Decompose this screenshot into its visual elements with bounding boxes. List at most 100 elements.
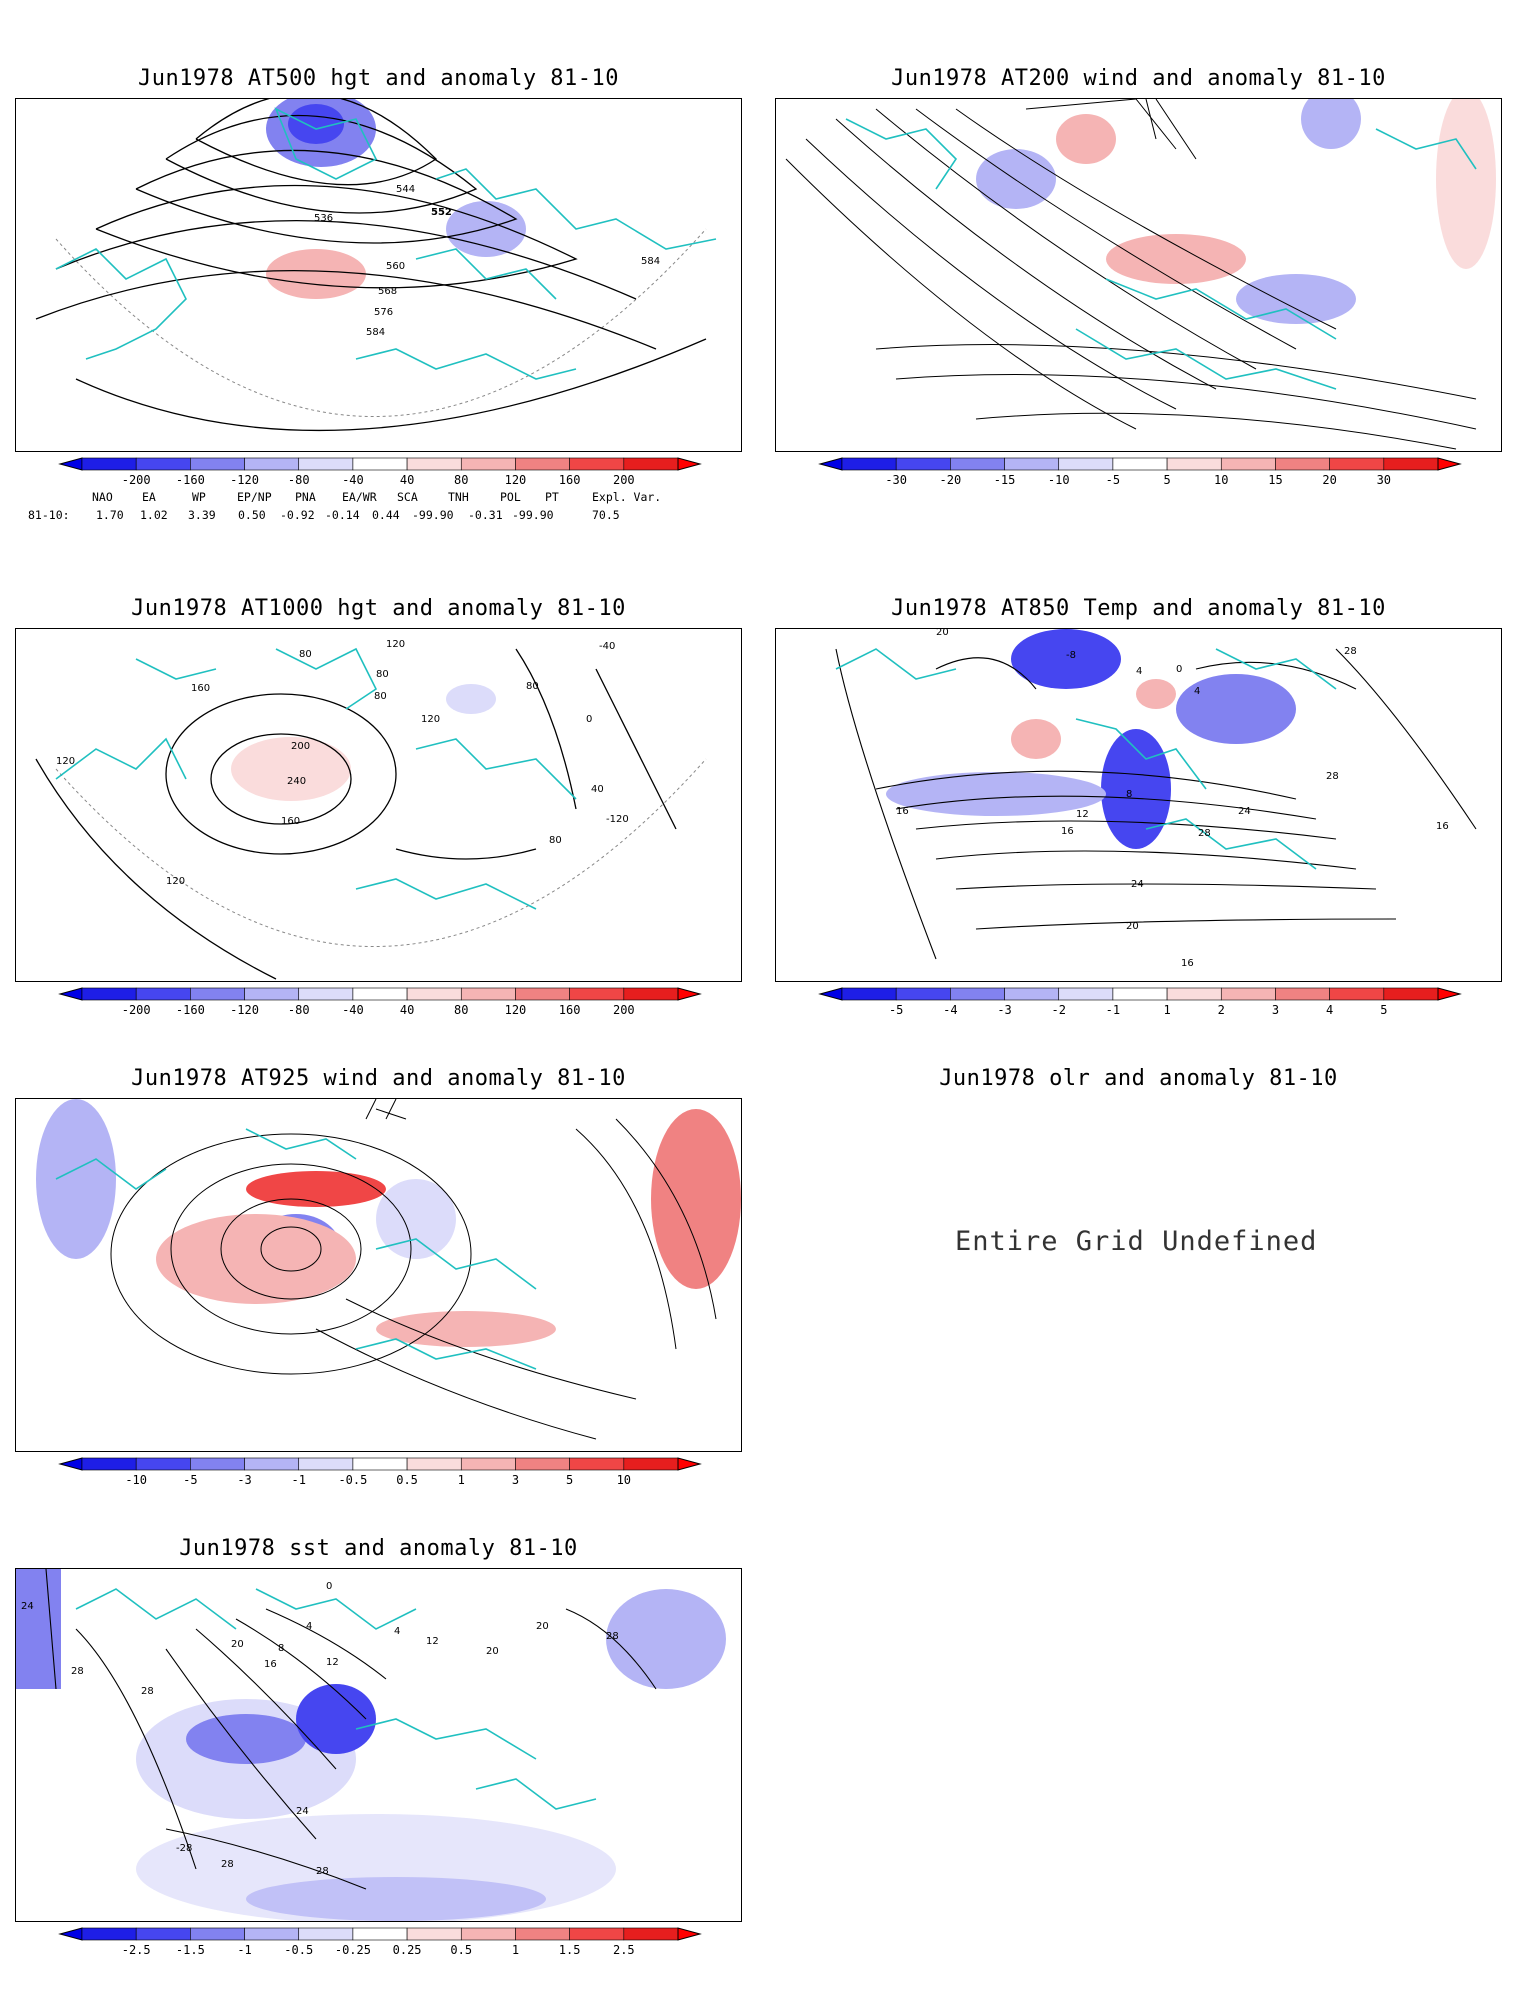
- colorbar-tick-label: 20: [1322, 473, 1336, 487]
- colorbar-tick-label: -160: [176, 1003, 205, 1017]
- map-200wind: [775, 98, 1502, 452]
- colorbar-right-arrow: [1437, 457, 1462, 471]
- tele-header: Expl. Var.: [592, 490, 662, 504]
- colorbar-segment: [1112, 987, 1168, 1001]
- anom-pos-a: [246, 1171, 386, 1207]
- colorbar-tick-label: -120: [230, 1003, 259, 1017]
- tele-header: PT: [545, 490, 559, 504]
- contour-label: 560: [386, 261, 405, 272]
- contour-label: 0: [326, 1581, 332, 1592]
- map-500hgt: 544 552 536 560 568 576 584 584: [15, 98, 742, 452]
- colorbar-segment: [406, 457, 462, 471]
- colorbar-tick-label: 0.5: [396, 1473, 418, 1487]
- contour-label: 584: [641, 256, 660, 267]
- colorbar-segment: [1383, 457, 1439, 471]
- colorbar-tick-label: 80: [454, 1003, 468, 1017]
- contour-label: 576: [374, 307, 393, 318]
- colorbar-tick-label: 160: [559, 1003, 581, 1017]
- colorbar-200wind: -30 -20 -15 -10 -5 5 10 15 20 30: [818, 457, 1462, 488]
- colorbar-tick-label: -5: [1106, 473, 1120, 487]
- colorbar-svg: -5 -4 -3 -2 -1 1 2 3 4 5: [818, 987, 1462, 1017]
- anom-neg-b: [1236, 274, 1356, 324]
- colorbar-tick-label: 200: [613, 1003, 635, 1017]
- colorbar-segment: [1004, 987, 1060, 1001]
- contour-label: 28: [221, 1859, 234, 1870]
- colorbar-tick-label: 1: [458, 1473, 465, 1487]
- colorbar-tick-label: 5: [1380, 1003, 1387, 1017]
- coastlines: [55, 647, 577, 910]
- colorbar-tick-label: -20: [940, 473, 962, 487]
- anom-pos-c: [1436, 99, 1496, 269]
- colorbar-850temp: -5 -4 -3 -2 -1 1 2 3 4 5: [818, 987, 1462, 1018]
- panel-title-850temp: Jun1978 AT850 Temp and anomaly 81-10: [891, 596, 1386, 621]
- anom-neg-c: [1301, 99, 1361, 149]
- anom-pos-c: [651, 1109, 741, 1289]
- colorbar-tick-label: -40: [342, 1003, 364, 1017]
- contour-label: -8: [1066, 650, 1076, 661]
- contour-labels-500: 544 552 536 560 568 576 584 584: [314, 184, 660, 338]
- colorbar-tick-label: -200: [122, 1003, 151, 1017]
- colorbar-tick-label: 15: [1268, 473, 1282, 487]
- colorbar-segment: [1329, 987, 1385, 1001]
- tele-value: -0.14: [325, 508, 360, 522]
- anom-pos-azores: [231, 737, 351, 801]
- panel-title-olr: Jun1978 olr and anomaly 81-10: [939, 1066, 1338, 1091]
- colorbar-tick-label: -0.5: [284, 1943, 313, 1957]
- contour-label: -40: [599, 641, 615, 652]
- colorbar-left-arrow: [58, 1927, 83, 1941]
- colorbar-tick-label: 200: [613, 473, 635, 487]
- colorbar-segment: [569, 987, 625, 1001]
- panel-title-925wind: Jun1978 AT925 wind and anomaly 81-10: [131, 1066, 626, 1091]
- colorbar-segment: [569, 457, 625, 471]
- colorbar-segment: [406, 987, 462, 1001]
- colorbar-tick-label: 1.5: [559, 1943, 581, 1957]
- contour-label: 4: [306, 1621, 312, 1632]
- map-925wind: [15, 1098, 742, 1452]
- colorbar-segment: [569, 1927, 625, 1941]
- anom-pos-atlantic: [1011, 719, 1061, 759]
- colorbar-segment: [406, 1457, 462, 1471]
- colorbar-tick-label: 40: [400, 473, 414, 487]
- colorbar-segment: [895, 987, 951, 1001]
- contours-1000: [35, 648, 677, 980]
- contour-label: 28: [606, 1631, 619, 1642]
- colorbar-segment: [841, 457, 897, 471]
- contour-label: 28: [316, 1866, 329, 1877]
- colorbar-tick-label: -80: [288, 1003, 310, 1017]
- colorbar-segment: [1058, 987, 1114, 1001]
- anom-pos-atlantic: [266, 249, 366, 299]
- tele-value: -0.92: [280, 508, 315, 522]
- contour-label: 120: [386, 639, 405, 650]
- tele-value: 3.39: [188, 508, 216, 522]
- tele-header: PNA: [295, 490, 316, 504]
- map-1000hgt-svg: 120 80 160 200 240 120 160 120 80 120 80…: [35, 639, 707, 980]
- colorbar-segment: [406, 1927, 462, 1941]
- contour-label: 120: [421, 714, 440, 725]
- contour-label: 160: [191, 683, 210, 694]
- colorbar-tick-label: -2.5: [122, 1943, 151, 1957]
- colorbar-svg: -30 -20 -15 -10 -5 5 10 15 20 30: [818, 457, 1462, 487]
- colorbar-segment: [352, 457, 408, 471]
- contour-label: 240: [287, 776, 306, 787]
- colorbar-segment: [81, 1927, 137, 1941]
- colorbar-segment: [950, 457, 1005, 471]
- colorbar-left-arrow: [58, 987, 83, 1001]
- panel-title-1000hgt: Jun1978 AT1000 hgt and anomaly 81-10: [131, 596, 626, 621]
- colorbar-tick-label: 10: [1214, 473, 1228, 487]
- coastlines: [55, 107, 717, 380]
- colorbar-tick-label: -5: [889, 1003, 903, 1017]
- colorbar-right-arrow: [677, 987, 702, 1001]
- colorbar-segment: [1383, 987, 1439, 1001]
- tele-header: NAO: [92, 490, 113, 504]
- colorbar-segment: [569, 1457, 625, 1471]
- contour-label: 12: [1076, 809, 1089, 820]
- colorbar-tick-label: 5: [566, 1473, 573, 1487]
- colorbar-segment: [950, 987, 1005, 1001]
- colorbar-segment: [298, 987, 354, 1001]
- colorbar-segment: [244, 1927, 300, 1941]
- anom-pos-a: [1056, 114, 1116, 164]
- tele-value: 1.70: [96, 508, 124, 522]
- contour-label: 16: [1061, 826, 1074, 837]
- map-sst: 24 28 28 20 8 4 0 16 12 4 12 20 20 28 24…: [15, 1568, 742, 1922]
- contour-label: 24: [1131, 879, 1144, 890]
